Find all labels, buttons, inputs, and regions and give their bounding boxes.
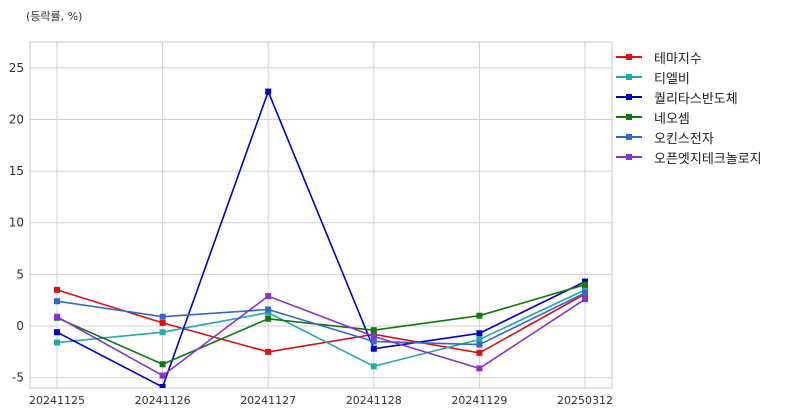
series-line-6: [56, 295, 586, 377]
legend-item: 오킨스전자: [616, 127, 762, 147]
series-point: [159, 383, 166, 388]
series-point: [54, 298, 60, 305]
series-point: [159, 329, 166, 336]
legend-label: 퀄리타스반도체: [654, 91, 738, 107]
series-point: [54, 313, 60, 320]
series-point: [476, 349, 483, 356]
y-tick-label: 5: [16, 267, 24, 281]
series-point: [54, 329, 60, 336]
legend-label: 티엘비: [654, 71, 690, 87]
series-point: [265, 315, 272, 322]
legend-swatch: [616, 51, 642, 63]
series-line-1: [56, 289, 586, 354]
y-tick-label: 20: [9, 112, 24, 126]
series-point: [370, 338, 377, 345]
series-point: [582, 289, 588, 296]
series-line-3: [56, 89, 586, 388]
legend-label: 오킨스전자: [654, 131, 714, 147]
series-point: [582, 278, 588, 285]
legend-item: 퀄리타스반도체: [616, 87, 762, 107]
series-point: [265, 348, 272, 355]
legend-label: 네오셈: [654, 111, 690, 127]
legend-label: 테마지수: [654, 51, 702, 67]
legend-item: 오픈엣지테크놀로지: [616, 147, 762, 167]
legend-item: 네오셈: [616, 107, 762, 127]
y-tick-label: -5: [12, 371, 24, 385]
series-point: [265, 306, 272, 313]
series-point: [265, 309, 272, 316]
series-point: [476, 312, 483, 319]
y-tick-label: 10: [9, 216, 24, 230]
series-point: [265, 293, 272, 300]
series-point: [582, 296, 588, 303]
series-line-5: [56, 292, 586, 346]
x-tick-label: 20241125: [29, 394, 85, 407]
x-tick-label: 20241129: [451, 394, 507, 407]
legend-swatch: [616, 131, 642, 143]
legend-label: 오픈엣지테크놀로지: [654, 151, 762, 167]
y-tick-label: 0: [16, 319, 24, 333]
series-point: [582, 286, 588, 293]
series-point: [582, 281, 588, 288]
series-line-4: [56, 283, 586, 366]
legend-swatch: [616, 111, 642, 123]
series-point: [476, 336, 483, 343]
series-point: [159, 319, 166, 326]
series-point: [370, 345, 377, 352]
legend-swatch: [616, 151, 642, 163]
series-line-2: [56, 289, 586, 368]
plot-area: [30, 42, 612, 388]
legend-item: 테마지수: [616, 47, 762, 67]
series-point: [476, 341, 483, 348]
y-tick-label: 15: [9, 164, 24, 178]
y-tick-label: 25: [9, 61, 24, 75]
unit-label: (등락률, %): [26, 10, 83, 23]
series-point: [54, 286, 60, 293]
series-point: [476, 365, 483, 372]
legend-item: 티엘비: [616, 67, 762, 87]
legend-swatch: [616, 91, 642, 103]
x-tick-label: 20241126: [135, 394, 191, 407]
x-tick-label: 20241127: [240, 394, 296, 407]
series-point: [159, 372, 166, 379]
series-point: [159, 361, 166, 368]
series-point: [159, 313, 166, 320]
plot-border: [29, 41, 613, 389]
series-point: [370, 333, 377, 340]
series-point: [54, 339, 60, 346]
series-point: [370, 327, 377, 334]
legend-swatch: [616, 71, 642, 83]
series-point: [370, 363, 377, 370]
series-point: [476, 330, 483, 337]
series-point: [265, 88, 272, 95]
x-tick-label: 20250312: [557, 394, 613, 407]
x-tick-label: 20241128: [346, 394, 402, 407]
